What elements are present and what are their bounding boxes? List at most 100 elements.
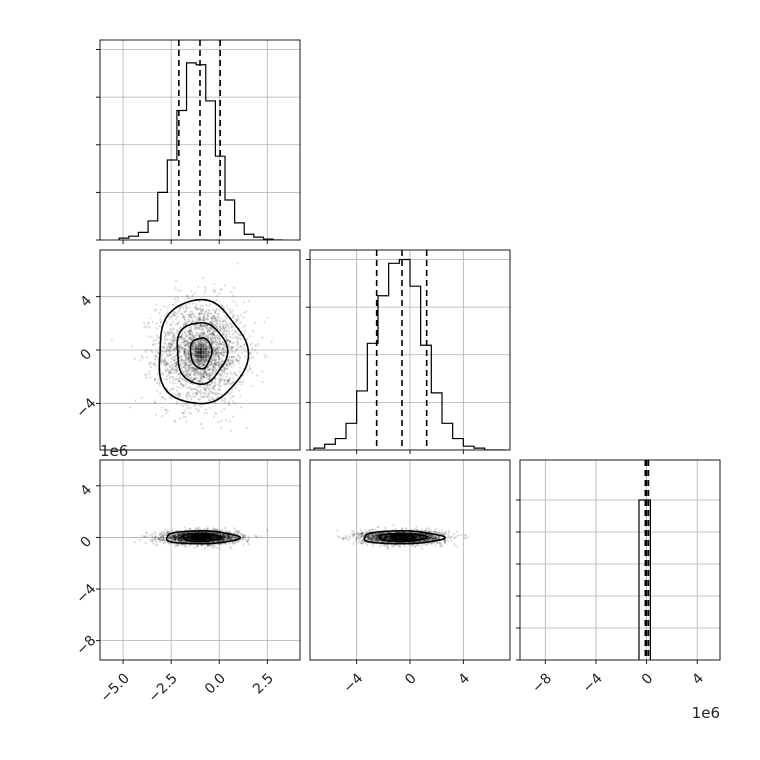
scatter-point xyxy=(164,368,167,372)
scatter-point xyxy=(198,385,201,388)
scatter-point xyxy=(187,536,190,540)
scatter-point xyxy=(193,353,196,356)
scatter-point xyxy=(174,286,177,290)
scatter-point xyxy=(178,321,181,324)
density-cell xyxy=(197,354,200,358)
scatter-point xyxy=(186,350,190,353)
scatter-point xyxy=(221,348,225,351)
scatter-point xyxy=(184,355,187,358)
scatter-point xyxy=(209,389,212,393)
scatter-point xyxy=(173,314,176,317)
scatter-point xyxy=(206,354,209,357)
scatter-point xyxy=(213,535,216,538)
scatter-point xyxy=(175,354,178,357)
scatter-point xyxy=(206,353,210,357)
scatter-point xyxy=(207,351,210,354)
density-cell xyxy=(199,343,203,348)
scatter-point xyxy=(427,527,430,530)
scatter-point xyxy=(213,536,216,539)
scatter-point xyxy=(172,348,175,352)
scatter-point xyxy=(211,392,215,395)
scatter-point xyxy=(183,331,186,334)
scatter-point xyxy=(162,541,165,544)
scatter-point xyxy=(214,357,217,360)
scatter-point xyxy=(134,399,137,402)
scatter-point xyxy=(217,378,220,381)
scatter-point xyxy=(215,298,218,302)
scatter-point xyxy=(165,363,168,366)
scatter-point xyxy=(371,539,374,542)
x-tick-label: −5.0 xyxy=(97,670,132,705)
scatter-point xyxy=(222,537,225,540)
scatter-point xyxy=(192,378,195,381)
scatter-point xyxy=(153,531,156,534)
scatter-point xyxy=(204,286,207,289)
scatter-point xyxy=(193,291,196,294)
scatter-point xyxy=(173,535,176,538)
scatter-point xyxy=(173,348,176,351)
scatter-point xyxy=(168,342,171,345)
scatter-point xyxy=(225,316,228,320)
scatter-point xyxy=(172,536,175,540)
scatter-point xyxy=(185,537,188,540)
scatter-point xyxy=(168,535,171,538)
scatter-point xyxy=(413,545,416,548)
scatter-point xyxy=(187,395,190,398)
scatter-point xyxy=(198,371,201,374)
scatter-point xyxy=(149,317,152,320)
scatter-point xyxy=(155,322,158,325)
scatter-point xyxy=(177,536,180,539)
scatter-point xyxy=(416,536,419,539)
density-cell xyxy=(202,351,205,355)
scatter-point xyxy=(183,349,186,353)
scatter-point xyxy=(180,535,183,539)
scatter-point xyxy=(176,296,179,299)
scatter-point xyxy=(178,377,181,380)
scatter-point xyxy=(190,310,193,313)
scatter-point xyxy=(159,539,162,542)
scatter-point xyxy=(216,346,219,349)
scatter-point xyxy=(205,347,208,350)
scatter-point xyxy=(200,374,203,377)
scatter-point xyxy=(360,534,363,537)
scatter-point xyxy=(162,530,166,533)
scatter-point xyxy=(243,534,247,537)
scatter-point xyxy=(195,303,198,306)
scatter-point xyxy=(179,537,182,540)
scatter-point xyxy=(181,412,185,415)
scatter-point xyxy=(176,369,179,373)
scatter-point xyxy=(213,358,216,361)
scatter-point xyxy=(209,304,212,307)
scatter-point xyxy=(179,539,182,543)
scatter-point xyxy=(244,538,247,541)
scatter-point xyxy=(170,344,173,347)
scatter-point xyxy=(238,366,242,369)
scatter-point xyxy=(188,411,191,414)
scatter-point xyxy=(218,356,221,359)
scatter-point xyxy=(174,537,178,541)
scatter-point xyxy=(198,362,201,365)
scatter-point xyxy=(157,358,160,361)
scatter-point xyxy=(221,538,225,541)
scatter-point xyxy=(198,314,201,317)
scatter-point xyxy=(198,328,201,331)
scatter-point xyxy=(204,340,207,343)
scatter-point xyxy=(233,372,237,375)
scatter-point xyxy=(195,536,198,539)
scatter-point xyxy=(153,401,156,404)
scatter-point xyxy=(156,544,159,547)
scatter-point xyxy=(198,363,201,366)
scatter-point xyxy=(223,536,226,539)
density-cell xyxy=(194,365,198,369)
scatter-point xyxy=(196,360,199,363)
scatter-point xyxy=(194,347,197,350)
scatter-point xyxy=(158,312,161,315)
scatter-point xyxy=(173,334,176,337)
scatter-point xyxy=(160,360,163,364)
scatter-point xyxy=(218,374,221,377)
scatter-point xyxy=(372,539,375,543)
scatter-point xyxy=(197,363,200,366)
scatter-point xyxy=(174,536,177,539)
scatter-point xyxy=(159,536,163,539)
scatter-point xyxy=(198,333,201,336)
